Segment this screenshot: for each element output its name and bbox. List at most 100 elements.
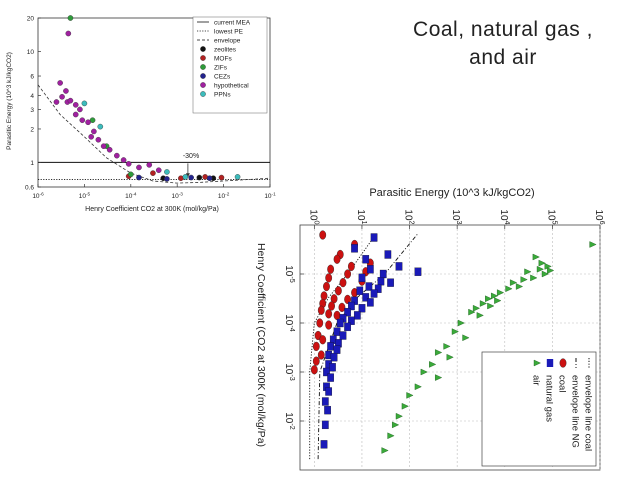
chart1-legend-swatch [200,64,206,70]
chart2-point-coal [327,264,335,274]
chart2-point-natural-gas [321,420,329,430]
chart2-point-natural-gas [374,284,382,293]
chart1-point-PPNs [164,169,170,175]
chart2-point-air [485,295,493,303]
chart2-y-tick-label: 10-5 [283,265,297,283]
chart1-annotation-arrowhead [185,173,190,178]
chart2-point-coal [333,310,341,321]
chart1-legend-swatch [200,46,206,52]
chart2-legend-label: coal [557,375,568,392]
chart2-point-air [509,279,518,286]
chart2-point-air [392,421,400,429]
chart2-point-natural-gas [395,262,403,271]
chart1-legend-box [192,16,268,114]
chart2-point-natural-gas [384,250,392,259]
chart1-point-ZIFs [127,171,134,178]
chart2-point-air [547,267,555,274]
chart1-legend-label: lowest PE [214,28,244,35]
chart2-point-air [520,276,528,283]
chart1-point-CEZs [188,174,194,181]
chart1-point-hypothetical [79,117,86,123]
chart2-y-axis-label: Henry Coefficient (CO2 at 300K (mol/kg/P… [255,243,267,447]
chart2-point-air [401,402,409,410]
chart2-point-air [446,353,454,361]
chart2-point-coal [325,273,333,283]
chart1-x-tick-label: 10-4 [125,191,137,200]
chart1-y-tick-label: 4 [30,93,34,100]
chart1-point-hypothetical [85,119,91,126]
chart1-point-hypothetical [53,99,60,105]
chart2-legend-label: envelope line NG [570,375,581,448]
chart2-point-natural-gas [365,282,373,291]
chart2-point-natural-gas [387,278,394,287]
chart1-y-axis-label: Parasitic Energy (10^3 kJ/kgCO2) [6,52,13,150]
chart2-point-natural-gas [370,233,378,242]
chart2-point-natural-gas [362,255,370,264]
chart1-y-tick-label: 10 [27,49,35,56]
chart2-point-natural-gas [327,373,334,382]
chart1-y-tick-label: 3 [30,107,34,114]
chart2-point-natural-gas [333,345,341,354]
chart2-point-coal [338,302,346,312]
chart2-point-air [462,334,470,342]
chart2-point-natural-gas [366,265,374,274]
chart1-point-hypothetical [100,143,107,149]
slide-title: Coal, natural gas , and air [378,16,628,72]
chart2-y-tick-label: 10-3 [283,363,297,381]
chart1-point-hypothetical [155,167,162,174]
chart2-point-natural-gas [329,363,336,372]
chart2-point-natural-gas [362,293,370,302]
chart1-legend-label: current MEA [214,19,251,26]
chart2-point-coal [316,318,324,328]
chart2-point-coal [312,356,320,366]
chart2-legend-box [481,351,597,467]
chart1-legend-label: envelope [214,37,241,44]
chart2-point-natural-gas [366,298,374,307]
chart1-point-zeolites [196,174,203,181]
chart1-point-ZIFs [67,15,74,21]
chart1-y-tick-label: 2 [30,126,34,133]
chart1-x-tick-label: 10-6 [32,191,44,200]
chart2-point-air [589,241,597,248]
chart1-envelope-line [37,84,271,184]
chart1-x-tick-label: 10-2 [218,191,230,200]
chart2-point-air [487,302,495,310]
chart2-point-coal [317,350,325,360]
chart2-point-coal [310,365,318,375]
chart2-legend-swatch [546,359,554,367]
chart1-legend: current MEA lowest PE envelope zeolites MOFs… [192,16,268,114]
chart2-point-natural-gas [333,327,341,336]
chart2-point-air [491,292,499,300]
chart2-point-natural-gas [379,269,387,279]
chart2-x-tick-label: 102 [403,209,417,224]
chart1-legend-label: ZIFs [214,64,228,71]
chart2-point-natural-gas [323,367,330,377]
chart1-point-hypothetical [95,136,102,143]
chart2-point-air [479,300,488,307]
chart2-point-air [457,319,465,327]
chart2-point-air [406,392,414,399]
chart2-point-natural-gas [358,273,366,283]
chart2-point-coal [317,305,325,315]
chart1-legend-swatch [200,91,206,97]
chart2-legend-label: envelope line coal [583,375,594,451]
chart1-point-MOFs [218,174,225,181]
chart2-point-coal [339,278,347,288]
chart1-point-hypothetical [72,111,79,118]
chart1-point-hypothetical [57,80,63,86]
chart2-point-air [443,343,451,350]
chart1-annotation: -30% [183,153,199,160]
chart2-point-air [538,259,546,267]
chart2-point-natural-gas [321,397,329,406]
chart2-point-coal [320,291,328,301]
chart1-legend-label: PPNs [214,91,231,98]
chart1-point-hypothetical [146,162,153,168]
chart2-point-natural-gas [324,405,331,415]
chart1-y-tick-label: 0.6 [25,185,34,192]
chart1-y-tick-label: 6 [30,74,34,81]
chart2-point-air [541,270,549,278]
chart2-point-natural-gas [356,286,364,295]
chart2-point-coal [312,341,320,351]
chart1-point-hypothetical [72,102,79,108]
